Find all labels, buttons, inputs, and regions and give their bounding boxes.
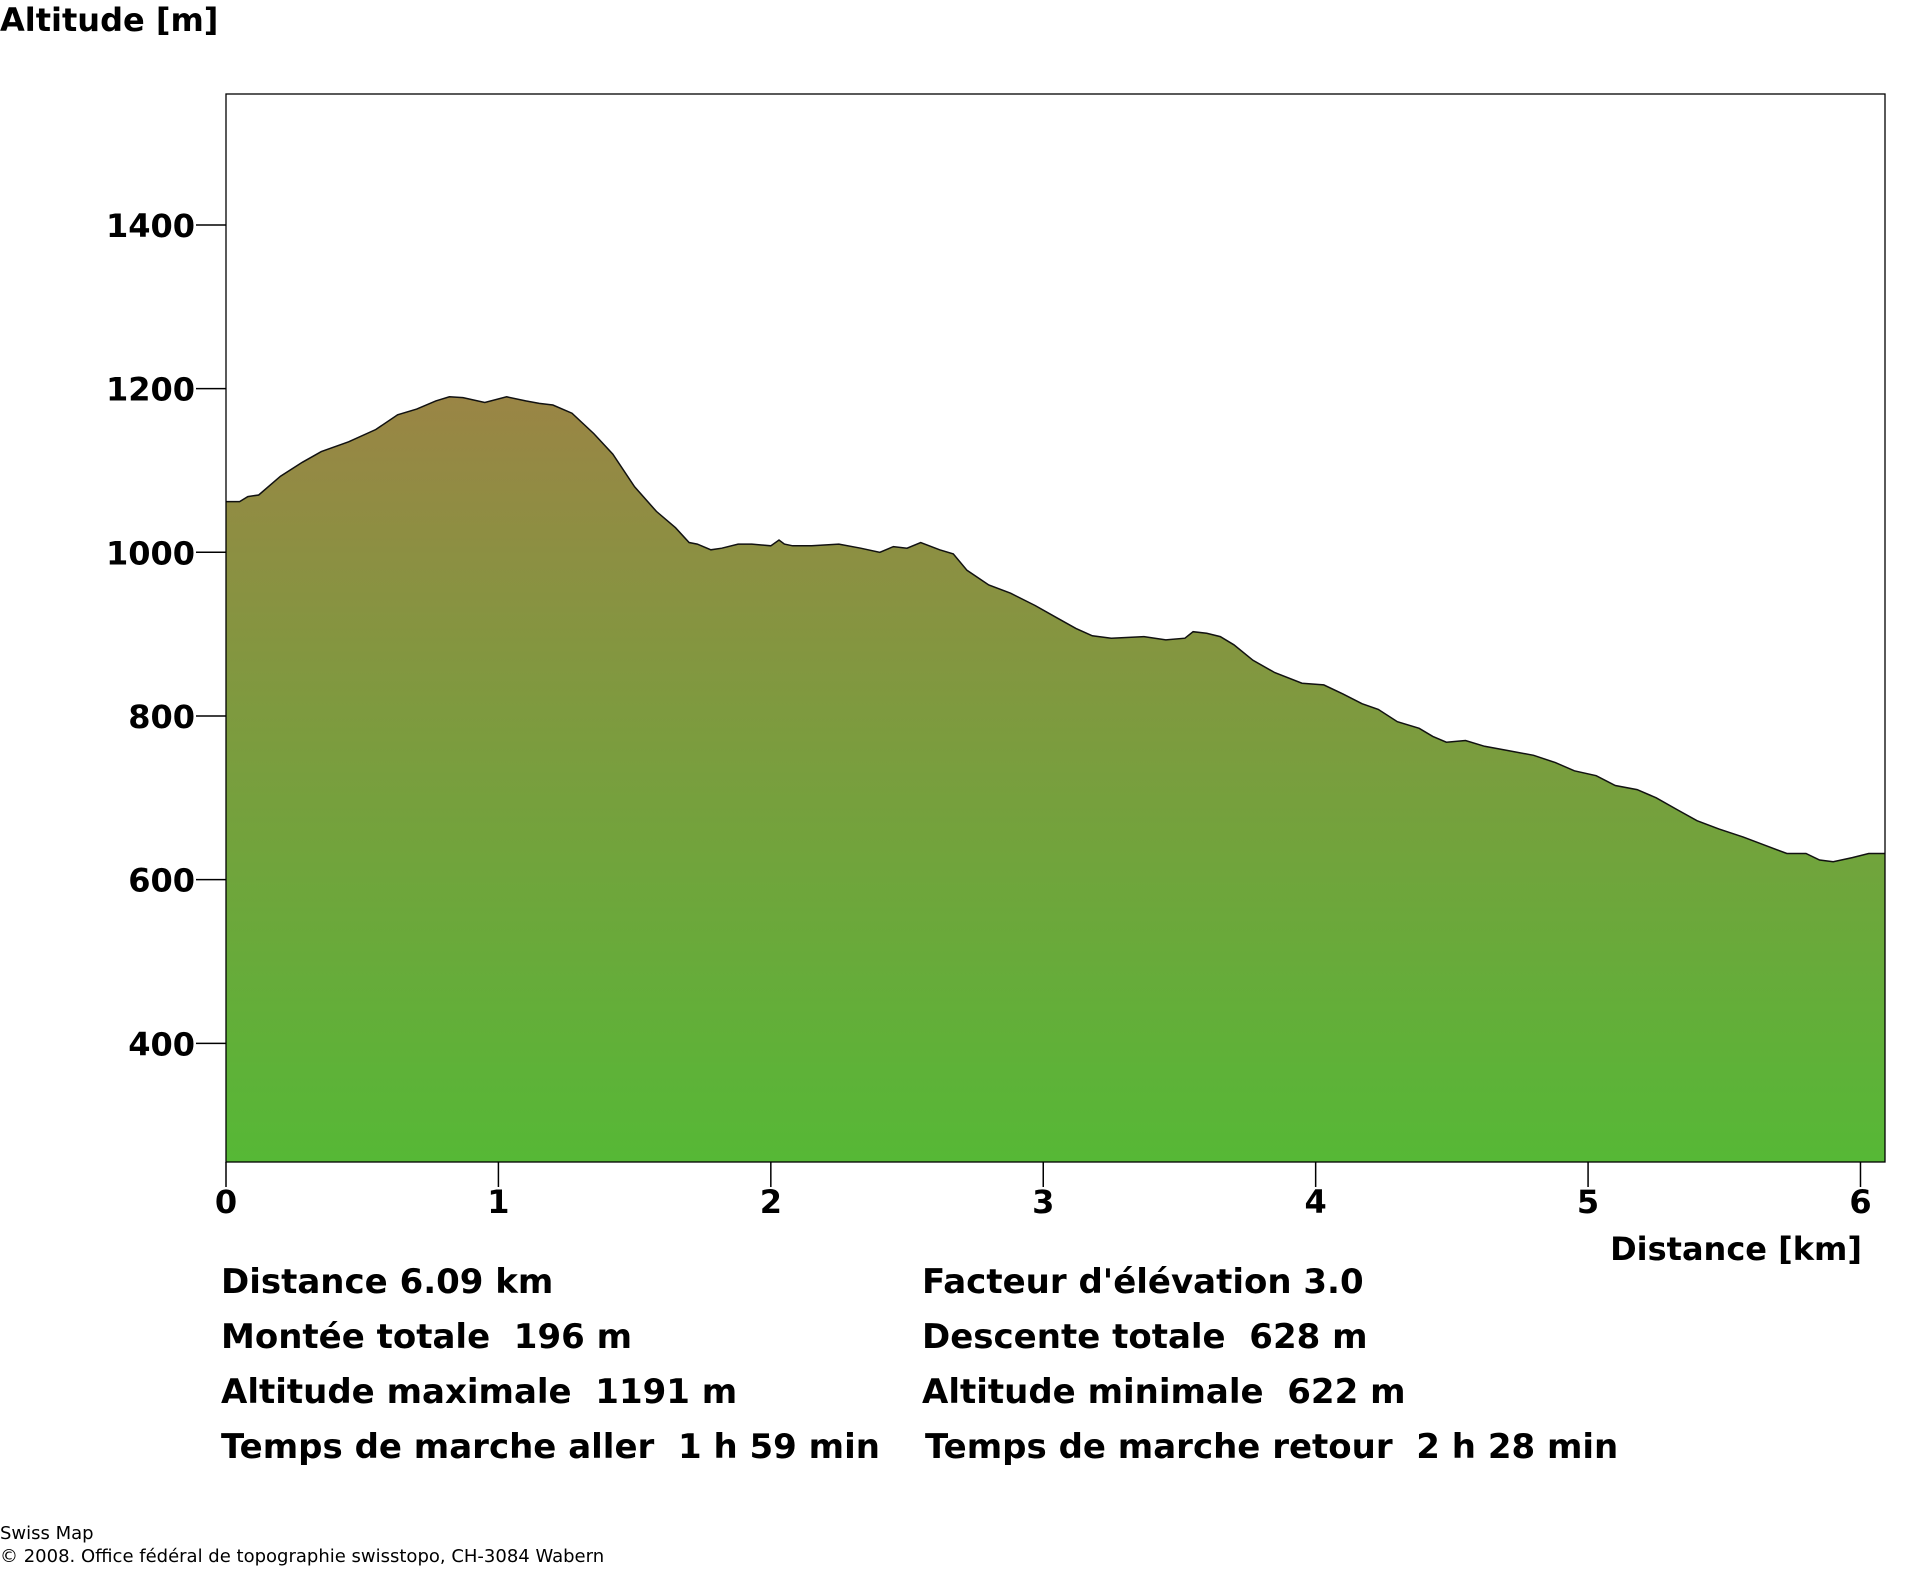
- stat-elevation-factor: Facteur d'élévation 3.0: [922, 1262, 1364, 1302]
- stat-max-altitude: Altitude maximale 1191 m: [221, 1372, 738, 1412]
- x-tick-label-5: 5: [1577, 1183, 1599, 1221]
- credits-swiss-map: Swiss Map: [0, 1523, 94, 1544]
- y-tick-label-400: 400: [128, 1025, 195, 1063]
- y-tick-label-800: 800: [128, 698, 195, 736]
- y-tick-label-1400: 1400: [106, 207, 195, 245]
- plot-frame: [225, 93, 1886, 1163]
- y-tick-label-1000: 1000: [106, 534, 195, 572]
- x-tick-label-1: 1: [487, 1183, 509, 1221]
- stat-walk-time-out: Temps de marche aller 1 h 59 min: [221, 1427, 880, 1467]
- y-tick-label-600: 600: [128, 862, 195, 900]
- x-axis-label: Distance [km]: [1610, 1230, 1862, 1268]
- x-tick-label-0: 0: [215, 1183, 237, 1221]
- stat-total-descent: Descente totale 628 m: [922, 1317, 1368, 1357]
- stat-min-altitude: Altitude minimale 622 m: [922, 1372, 1406, 1412]
- stat-total-ascent: Montée totale 196 m: [221, 1317, 633, 1357]
- x-tick-label-6: 6: [1849, 1183, 1871, 1221]
- elevation-area: [226, 396, 1885, 1162]
- y-tick-label-1200: 1200: [106, 371, 195, 409]
- elevation-profile-line: [226, 396, 1885, 863]
- x-tick-label-4: 4: [1305, 1183, 1327, 1221]
- stat-walk-time-return: Temps de marche retour 2 h 28 min: [925, 1427, 1619, 1467]
- credits-copyright: © 2008. Office fédéral de topographie sw…: [0, 1546, 605, 1567]
- y-axis-label: Altitude [m]: [0, 1, 218, 39]
- x-tick-label-3: 3: [1032, 1183, 1054, 1221]
- stat-distance: Distance 6.09 km: [221, 1262, 554, 1302]
- x-tick-label-2: 2: [760, 1183, 782, 1221]
